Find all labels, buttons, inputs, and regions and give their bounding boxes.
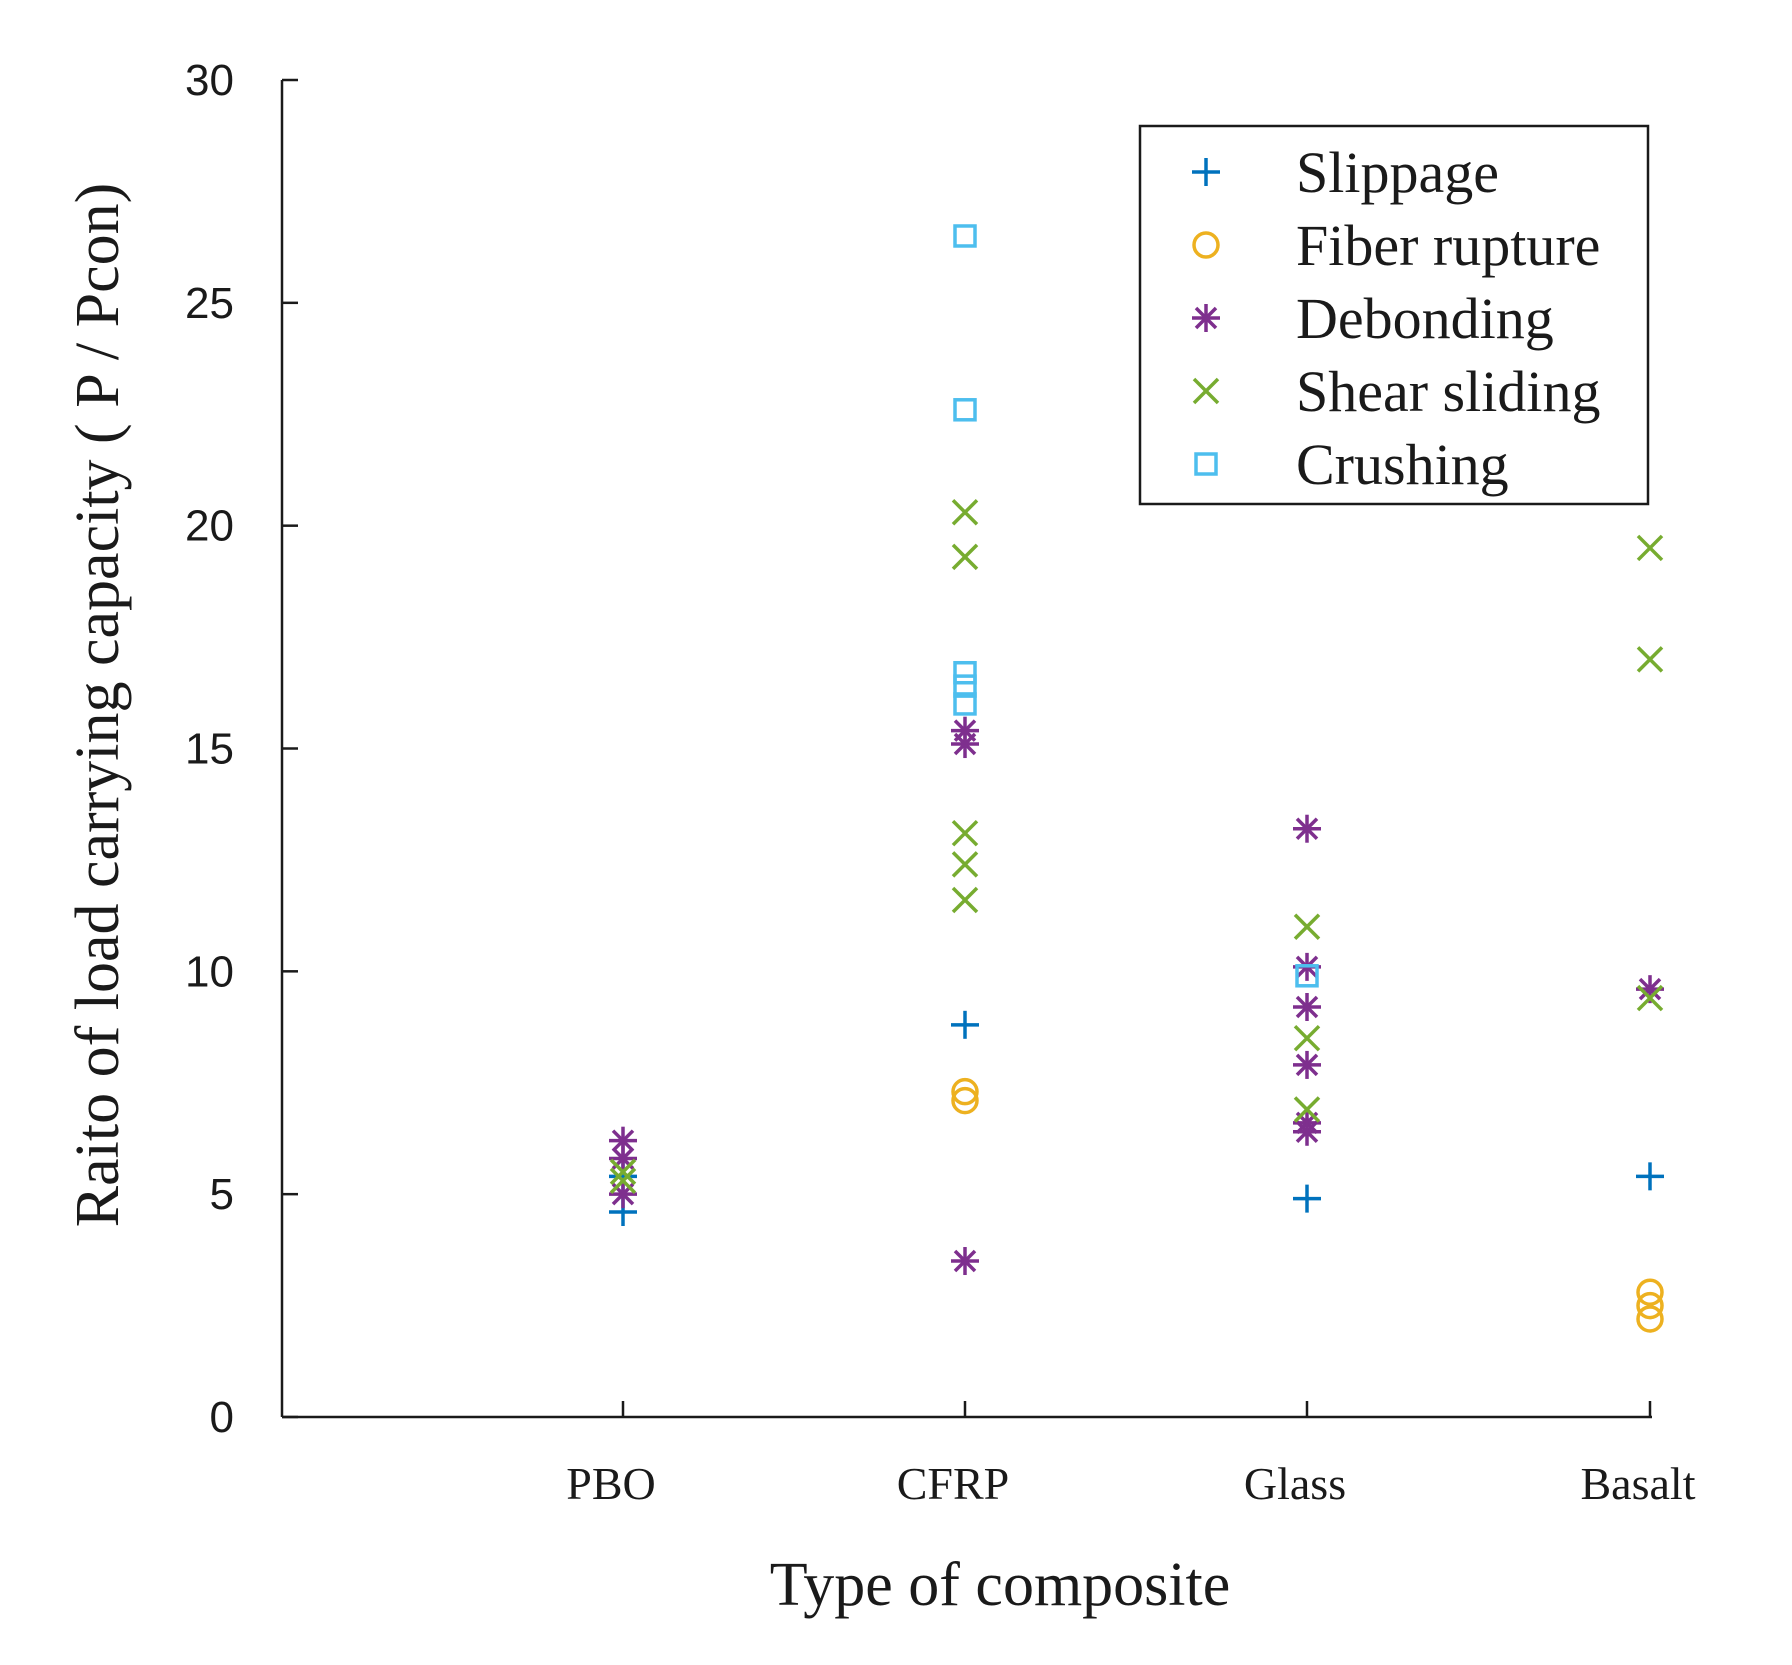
legend-item: Slippage bbox=[1192, 140, 1499, 205]
y-tick-label: 30 bbox=[185, 56, 234, 105]
data-point bbox=[1293, 913, 1321, 941]
legend-box bbox=[1138, 124, 1650, 506]
data-point bbox=[951, 1247, 979, 1276]
data-point bbox=[609, 1180, 637, 1209]
data-point bbox=[1636, 534, 1664, 562]
legend-marker bbox=[1192, 377, 1220, 405]
legend-label: Fiber rupture bbox=[1296, 213, 1600, 278]
x-tick-label: Basalt bbox=[1581, 1458, 1696, 1509]
data-point bbox=[1636, 1291, 1664, 1320]
series-fiber-rupture bbox=[951, 1077, 1664, 1333]
data-point bbox=[951, 851, 979, 878]
data-point bbox=[1293, 1184, 1321, 1213]
legend-item: Debonding bbox=[1192, 286, 1554, 351]
data-point bbox=[951, 819, 979, 847]
data-point bbox=[609, 1167, 637, 1195]
data-point bbox=[951, 1086, 979, 1115]
data-point bbox=[953, 692, 977, 716]
legend-marker bbox=[1192, 231, 1220, 259]
data-point bbox=[609, 1144, 637, 1173]
y-tick-label: 20 bbox=[185, 502, 234, 551]
y-tick-label: 0 bbox=[210, 1393, 234, 1442]
data-point bbox=[953, 674, 977, 698]
data-point bbox=[1293, 814, 1321, 843]
legend-marker bbox=[1194, 452, 1218, 476]
data-point bbox=[1295, 964, 1319, 988]
data-point bbox=[1636, 646, 1664, 673]
data-point bbox=[951, 1010, 979, 1039]
data-point bbox=[1293, 1117, 1321, 1146]
x-tick-label: PBO bbox=[566, 1458, 655, 1509]
data-point bbox=[1636, 984, 1664, 1012]
legend-label: Crushing bbox=[1296, 432, 1509, 497]
legend: Slippage Fiber rupture Debonding Shear slid… bbox=[1138, 124, 1650, 506]
data-point bbox=[1293, 1024, 1321, 1052]
series-slippage bbox=[609, 1010, 1664, 1226]
y-tick-label: 10 bbox=[185, 947, 234, 996]
x-tick-label: CFRP bbox=[897, 1458, 1010, 1509]
y-tick-label: 5 bbox=[210, 1170, 234, 1219]
x-axis-title: Type of composite bbox=[770, 1551, 1231, 1619]
data-point bbox=[953, 660, 977, 685]
legend-item: Shear sliding bbox=[1192, 359, 1600, 424]
series-crushing bbox=[953, 224, 1319, 988]
series-debonding bbox=[609, 716, 1664, 1276]
data-point bbox=[951, 1077, 979, 1106]
data-point bbox=[953, 224, 977, 248]
data-point bbox=[1293, 1096, 1321, 1123]
data-point bbox=[951, 499, 979, 526]
data-point bbox=[609, 1158, 637, 1186]
data-point bbox=[951, 886, 979, 914]
data-point bbox=[951, 730, 979, 759]
series-shear-sliding bbox=[609, 499, 1664, 1195]
x-tick-label: Glass bbox=[1244, 1458, 1346, 1509]
legend-label: Debonding bbox=[1296, 286, 1554, 351]
legend-item: Fiber rupture bbox=[1192, 213, 1600, 278]
data-point bbox=[951, 543, 979, 571]
legend-label: Shear sliding bbox=[1296, 359, 1600, 424]
y-axis-ticks: 0 5 10 15 20 25 30 bbox=[185, 56, 298, 1442]
legend-label: Slippage bbox=[1296, 140, 1499, 205]
y-tick-label: 15 bbox=[185, 725, 234, 774]
legend-item: Crushing bbox=[1194, 432, 1509, 497]
data-point bbox=[1636, 1305, 1664, 1333]
y-tick-label: 25 bbox=[185, 279, 234, 328]
data-point bbox=[1293, 992, 1321, 1021]
x-axis-ticks: PBO CFRP Glass Basalt bbox=[566, 1401, 1696, 1509]
data-point bbox=[1293, 1050, 1321, 1079]
data-points bbox=[609, 224, 1664, 1333]
data-point bbox=[1636, 1162, 1664, 1191]
legend-marker bbox=[1192, 304, 1220, 332]
data-point bbox=[953, 398, 977, 422]
y-axis-title: Raito of load carrying capacity ( P / Pc… bbox=[64, 183, 132, 1228]
legend-marker bbox=[1192, 158, 1220, 186]
data-point bbox=[1636, 1278, 1664, 1306]
